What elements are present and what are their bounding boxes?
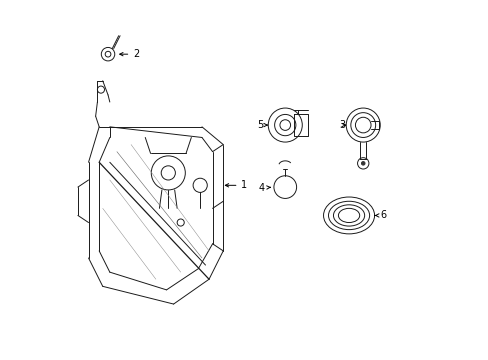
Text: 5: 5: [257, 120, 266, 130]
Circle shape: [361, 162, 364, 165]
Text: 2: 2: [120, 49, 139, 59]
Text: 4: 4: [258, 183, 270, 193]
Text: 6: 6: [374, 211, 386, 220]
Text: 1: 1: [225, 180, 247, 190]
Text: 3: 3: [338, 120, 345, 130]
